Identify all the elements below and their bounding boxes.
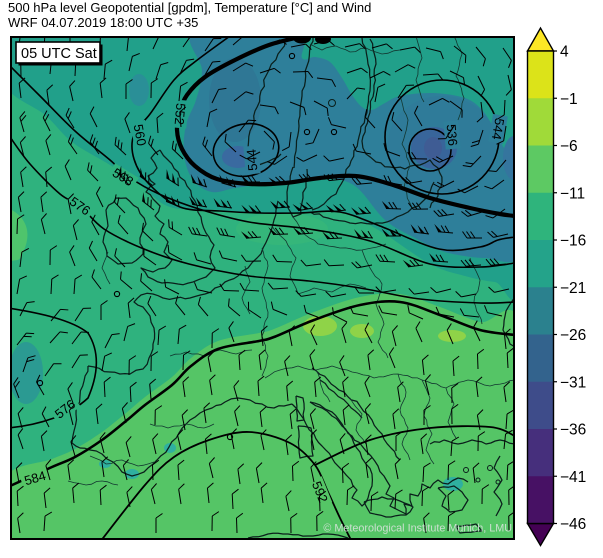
svg-text:−6: −6: [560, 138, 578, 155]
svg-text:560: 560: [131, 123, 150, 147]
svg-text:544: 544: [244, 149, 261, 172]
svg-text:−31: −31: [560, 374, 586, 391]
svg-text:−1: −1: [560, 91, 578, 108]
svg-text:−41: −41: [560, 469, 586, 486]
svg-text:© Meteorological Institute Mun: © Meteorological Institute Munich, LMU: [323, 523, 512, 535]
svg-text:05 UTC Sat: 05 UTC Sat: [21, 46, 97, 62]
svg-text:−26: −26: [560, 327, 586, 344]
svg-text:−21: −21: [560, 280, 586, 297]
svg-text:−36: −36: [560, 422, 586, 439]
svg-text:−46: −46: [560, 516, 586, 533]
svg-text:−11: −11: [560, 185, 585, 202]
svg-text:4: 4: [560, 44, 569, 61]
svg-text:544: 544: [489, 117, 508, 141]
svg-text:536: 536: [444, 124, 461, 147]
svg-text:−16: −16: [560, 233, 586, 250]
svg-text:584: 584: [23, 468, 48, 488]
